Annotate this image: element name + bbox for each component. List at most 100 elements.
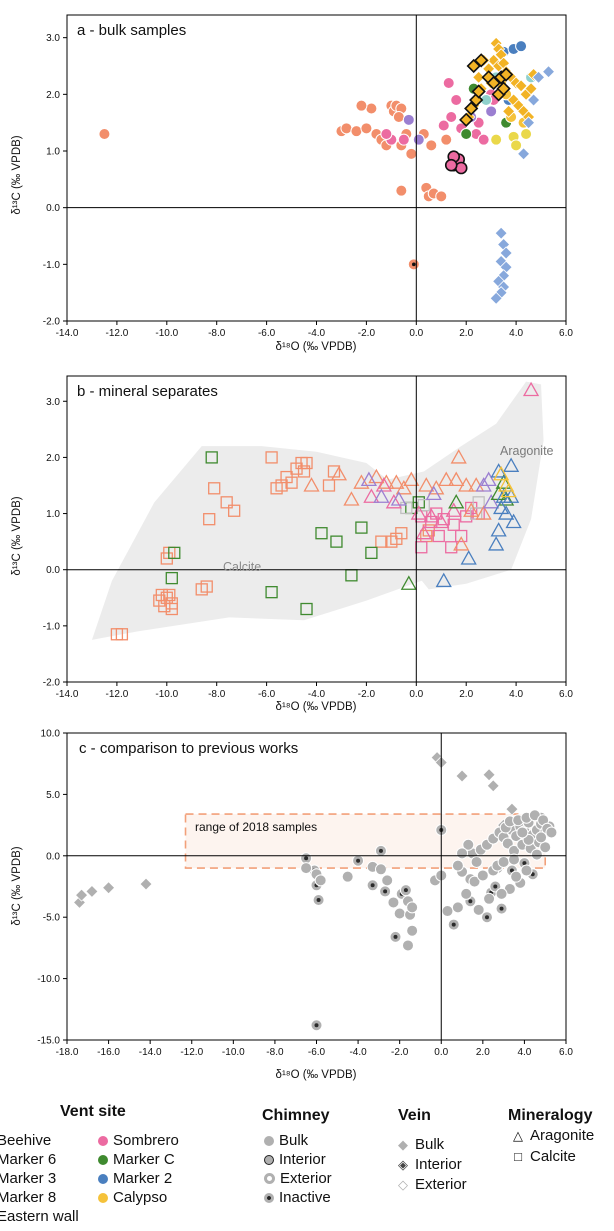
prev-inactive-center <box>468 899 473 904</box>
prev-inactive-center <box>316 898 321 903</box>
calcite-point <box>415 541 428 554</box>
legend-swatch <box>98 1173 108 1184</box>
panel-b-ylabel: δ¹³C (‰ VPDB) <box>11 496 23 575</box>
panel-c-xlabel: δ¹⁸O (‰ VPDB) <box>276 1069 357 1081</box>
panel-a-yticks: -2.0 -1.0 0.0 1.0 2.0 3.0 <box>43 33 67 328</box>
aragonite-point <box>353 474 370 489</box>
x-tick-label: -10.0 <box>155 689 178 700</box>
calcite-point <box>115 628 129 641</box>
data-point <box>365 102 378 115</box>
prev-inactive-center <box>499 906 504 911</box>
y-tick-label: 1.0 <box>46 147 60 158</box>
data-point <box>517 147 531 161</box>
prev-inactive-center <box>493 884 498 889</box>
prev-inactive-center <box>403 888 408 893</box>
panel-c-xticks: -18.0 -16.0 -14.0 -12.0 -10.0 -8.0 -6.0 -4.0 -2.… <box>56 1040 573 1058</box>
calcite-point <box>385 535 398 548</box>
x-tick-label: 4.0 <box>517 1047 531 1058</box>
prev-bulk-point <box>468 875 481 888</box>
legend-vent-site-label: Beehive <box>0 1132 52 1149</box>
calcite-point <box>208 482 221 495</box>
data-point <box>450 94 463 106</box>
legend-chimney-item: Inactive <box>264 1189 331 1206</box>
aragonite-point <box>460 550 477 565</box>
prev-bulk-point <box>456 847 469 860</box>
prev-inactive-center <box>383 889 388 894</box>
legend-vent-site-label: Eastern wall <box>0 1208 79 1225</box>
aragonite-point <box>448 471 465 487</box>
aragonite-point <box>438 471 455 487</box>
y-tick-label: 3.0 <box>46 397 60 408</box>
data-point <box>425 139 438 152</box>
legend-marker <box>264 1173 275 1184</box>
panel-c-ylabel: δ¹³C (‰ VPDB) <box>11 846 23 925</box>
legend-swatch <box>98 1192 108 1203</box>
legend-chimney-item-label: Inactive <box>279 1189 331 1206</box>
calcite-point <box>300 456 313 470</box>
data-point <box>489 291 503 305</box>
prev-inactive-center <box>484 915 489 920</box>
data-point <box>494 226 508 240</box>
data-point <box>510 139 523 152</box>
aragonite-point <box>395 479 412 495</box>
aragonite-point <box>385 493 402 509</box>
prev-inactive-center <box>314 1023 319 1028</box>
legend-marker <box>264 1154 274 1165</box>
data-point <box>472 70 486 84</box>
legend-chimney-item-label: Interior <box>279 1151 326 1168</box>
aragonite-point <box>495 474 512 489</box>
data-point <box>405 147 418 160</box>
x-tick-label: 2.0 <box>459 328 473 339</box>
y-tick-label: 3.0 <box>46 33 60 44</box>
legend-vent-site: Eastern wall <box>0 1208 79 1225</box>
aragonite-point <box>403 471 420 487</box>
legend-chimney-item-label: Exterior <box>280 1170 332 1187</box>
prev-inactive-center <box>393 934 398 939</box>
data-point <box>466 58 481 74</box>
panel-a-ylabel: δ¹³C (‰ VPDB) <box>11 135 23 214</box>
prev-bulk-point <box>495 887 508 900</box>
legend-swatch <box>98 1154 108 1165</box>
legend-mineralogy-title: Mineralogy <box>508 1107 593 1124</box>
legend-vent-site: Calypso <box>98 1189 167 1206</box>
legend-vent-site: Marker 3 <box>0 1170 56 1187</box>
aragonite-point <box>368 468 385 484</box>
data-point <box>412 133 425 146</box>
aragonite-point <box>500 482 517 498</box>
y-tick-label: 1.0 <box>46 509 60 520</box>
calcite-point <box>432 529 445 543</box>
legend-vein-item-label: Bulk <box>415 1136 445 1153</box>
legend-marker <box>264 1135 274 1146</box>
data-point-center <box>412 262 416 267</box>
panel-c: -18.0 -16.0 -14.0 -12.0 -10.0 -8.0 -6.0 -4.0 -2.… <box>11 729 573 1082</box>
x-tick-label: 6.0 <box>559 1047 573 1058</box>
legend-vein-item-label: Interior <box>415 1156 462 1173</box>
aragonite-point <box>418 477 435 492</box>
x-tick-label: -8.0 <box>208 689 226 700</box>
prev-vein-point <box>139 877 153 891</box>
y-tick-label: -5.0 <box>43 913 61 924</box>
prev-bulk-point <box>476 869 489 882</box>
aragonite-point <box>522 381 540 397</box>
prev-bulk-point <box>470 855 483 868</box>
data-point <box>442 77 455 89</box>
legend-chimney-title: Chimney <box>262 1107 330 1124</box>
x-tick-label: -14.0 <box>56 689 79 700</box>
legend-marker: ◈ <box>398 1156 408 1172</box>
legend-vent-site-label: Calypso <box>113 1189 168 1206</box>
prev-bulk-point <box>406 901 419 914</box>
aragonite-point <box>453 536 470 551</box>
aragonite-point <box>330 465 348 481</box>
x-tick-label: 2.0 <box>476 1047 490 1058</box>
y-tick-label: -2.0 <box>43 678 61 689</box>
data-point <box>437 119 450 132</box>
calcite-point <box>315 527 328 540</box>
aragonite-point <box>493 465 510 481</box>
y-tick-label: 0.0 <box>46 203 60 214</box>
prev-vein-point <box>482 768 496 782</box>
data-point <box>486 75 501 91</box>
aragonite-point <box>415 524 432 540</box>
prev-bulk-point <box>374 863 387 876</box>
legend-vent-site: Marker 6 <box>0 1151 56 1168</box>
aragonite-point <box>483 493 500 509</box>
